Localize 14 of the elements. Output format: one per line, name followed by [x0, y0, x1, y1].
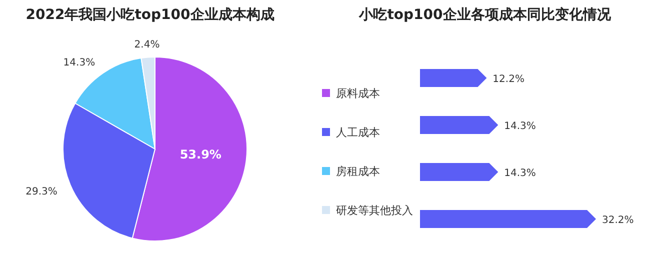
data-label: 32.2% — [602, 215, 634, 226]
data-label: 14.3% — [504, 121, 536, 132]
legend-label: 人工成本 — [336, 126, 380, 139]
legend-label: 研发等其他投入 — [336, 204, 413, 217]
chart-title: 2022年我国小吃top100企业成本构成 — [26, 7, 274, 23]
data-label: 53.9% — [180, 148, 222, 162]
chart-title: 小吃top100企业各项成本同比变化情况 — [358, 6, 612, 23]
data-label: 12.2% — [492, 74, 524, 85]
data-label: 14.3% — [63, 58, 96, 69]
data-label: 14.3% — [504, 168, 536, 179]
legend-label: 原料成本 — [336, 87, 380, 100]
data-label: 2.4% — [134, 39, 160, 50]
legend-label: 房租成本 — [336, 165, 380, 178]
data-label: 29.3% — [26, 186, 58, 198]
